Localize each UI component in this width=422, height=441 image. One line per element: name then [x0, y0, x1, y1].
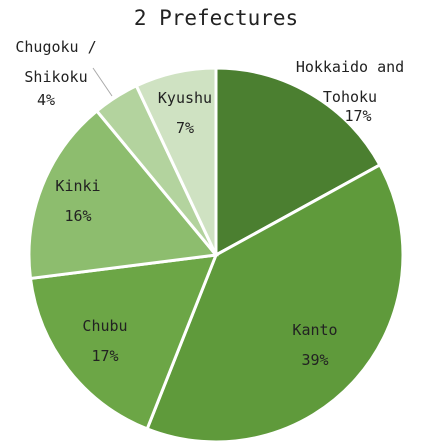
pie-slice: [134, 66, 218, 256]
pie-slice: [145, 162, 405, 441]
slice-label: Hokkaido and Tohoku: [295, 58, 405, 106]
slice-label: Chugoku / Shikoku: [15, 38, 97, 86]
slice-value-label: 4%: [36, 91, 56, 109]
chart-title: 2 Prefectures: [133, 6, 299, 30]
pie-slice: [214, 66, 382, 258]
slice-value-label: 16%: [64, 207, 92, 225]
slice-value-label: 17%: [344, 107, 372, 125]
slice-value-label: 17%: [91, 347, 119, 365]
slice-label: Kinki: [55, 177, 101, 195]
slice-label: Chubu: [82, 317, 128, 335]
leader-line: [92, 67, 113, 97]
slice-label: Kyushu: [157, 89, 213, 107]
slice-value-label: 7%: [175, 119, 195, 137]
slice-label: Kanto: [292, 321, 338, 339]
pie-slice: [28, 253, 219, 431]
slice-value-label: 39%: [301, 351, 329, 369]
pie-slice: [27, 108, 219, 281]
